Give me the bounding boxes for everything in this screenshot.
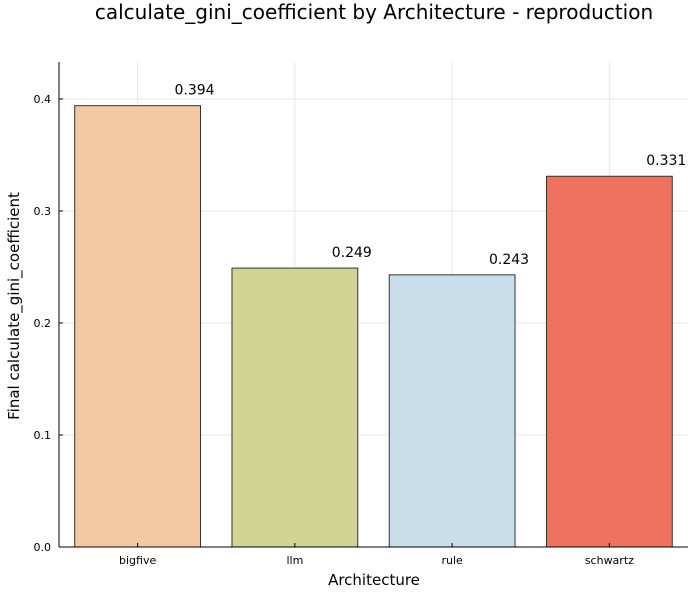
y-tick-label: 0.1 xyxy=(34,429,52,442)
bar-llm xyxy=(231,267,359,548)
data-label-bigfive: 0.394 xyxy=(174,83,214,99)
data-label-llm: 0.249 xyxy=(332,245,372,261)
labels: 0.394 0.249 0.243 0.331 xyxy=(174,83,686,268)
x-axis-label: Architecture xyxy=(328,571,420,589)
y-tick-label: 0.0 xyxy=(34,541,52,554)
x-tick-label: llm xyxy=(286,554,303,567)
y-tick-label: 0.4 xyxy=(34,93,52,106)
y-axis-label: Final calculate_gini_coefficient xyxy=(5,192,24,420)
data-label-schwartz: 0.331 xyxy=(646,153,686,169)
y-tick-label: 0.2 xyxy=(34,317,52,330)
axes: 0.0 0.1 0.2 0.3 0.4 bigfive llm rule schwartz xyxy=(34,62,688,567)
x-tick-label: bigfive xyxy=(119,554,156,567)
x-tick-label: rule xyxy=(441,554,463,567)
bars xyxy=(74,105,673,548)
bar-rule xyxy=(388,274,516,548)
data-label-rule: 0.243 xyxy=(489,252,529,268)
bar-bigfive xyxy=(74,105,202,548)
x-tick-label: schwartz xyxy=(585,554,634,567)
y-tick-label: 0.3 xyxy=(34,205,52,218)
chart-title: calculate_gini_coefficient by Architectu… xyxy=(95,0,653,24)
bar-schwartz xyxy=(545,175,673,548)
